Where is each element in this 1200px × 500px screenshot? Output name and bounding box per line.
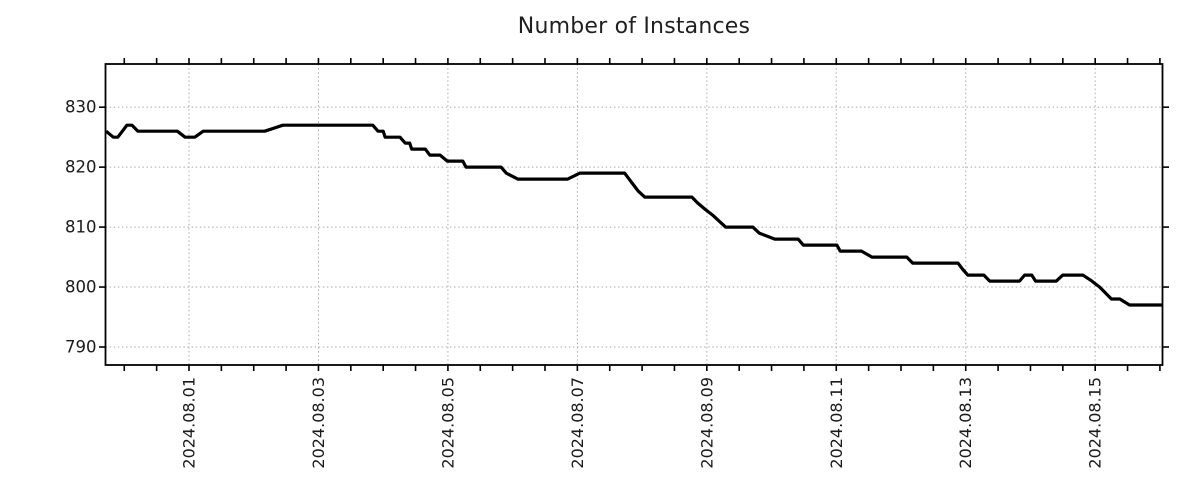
x-tick-label: 2024.08.15 [1086, 377, 1105, 469]
y-tick-label: 800 [65, 278, 97, 297]
y-tick-label: 820 [65, 158, 97, 177]
x-tick-label: 2024.08.05 [438, 377, 457, 469]
series-line [105, 123, 1163, 307]
x-tick-label: 2024.08.01 [179, 377, 198, 469]
x-tick-label: 2024.08.09 [697, 377, 716, 469]
y-tick-label: 810 [65, 218, 97, 237]
chart-title: Number of Instances [517, 14, 751, 39]
plot-border [104, 63, 1164, 366]
x-tick-label: 2024.08.13 [956, 377, 975, 469]
x-tick-label: 2024.08.11 [827, 377, 846, 469]
y-tick-label: 790 [65, 338, 97, 357]
x-tick-label: 2024.08.07 [568, 377, 587, 469]
x-tick-label: 2024.08.03 [309, 377, 328, 469]
y-tick-label: 830 [65, 98, 97, 117]
